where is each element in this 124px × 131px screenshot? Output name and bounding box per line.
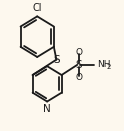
Text: O: O (75, 48, 82, 57)
Text: O: O (75, 73, 82, 82)
Text: N: N (43, 104, 51, 114)
Text: NH: NH (97, 60, 110, 69)
Text: 2: 2 (106, 64, 110, 70)
Text: S: S (75, 60, 82, 70)
Text: Cl: Cl (32, 3, 42, 13)
Text: S: S (53, 55, 60, 65)
